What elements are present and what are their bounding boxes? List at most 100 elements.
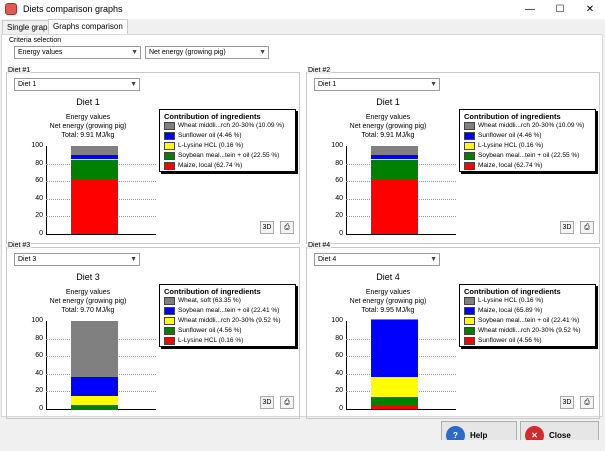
stack-segment <box>371 178 418 234</box>
legend-label: Soybean meal...tein + oil (22.41 %) <box>478 317 580 324</box>
three-d-button[interactable]: 3D <box>260 396 274 409</box>
y-tick-label: 40 <box>335 369 343 377</box>
chevron-down-icon: ▼ <box>130 256 137 263</box>
legend-title: Contribution of ingredients <box>164 112 261 121</box>
legend-item: Maize, local (65.89 %) <box>460 306 595 316</box>
y-tick-label: 100 <box>331 142 343 149</box>
y-tick-label: 80 <box>335 159 343 167</box>
y-tick-label: 40 <box>335 194 343 202</box>
chart-title: Diet 1 <box>376 97 400 107</box>
legend-label: Maize, local (65.89 %) <box>478 307 543 314</box>
tab-graphs-comparison[interactable]: Graphs comparison <box>48 19 128 36</box>
close-window-button[interactable]: ✕ <box>585 4 595 15</box>
y-tick-label: 0 <box>39 405 43 412</box>
y-tick-label: 20 <box>335 387 343 395</box>
three-d-button[interactable]: 3D <box>560 396 574 409</box>
chevron-down-icon: ▼ <box>430 256 437 263</box>
legend-label: Sunflower oil (4.56 %) <box>478 337 542 344</box>
diet-select[interactable]: Diet 3 ▼ <box>14 253 140 266</box>
legend: Contribution of ingredients Wheat middli.… <box>459 109 596 172</box>
chart-subtitle-3: Total: 9.70 MJ/kg <box>61 307 115 314</box>
legend: Contribution of ingredients Wheat, soft (… <box>159 284 296 347</box>
y-axis <box>46 146 47 234</box>
print-button[interactable]: ⎙ <box>280 221 294 234</box>
three-d-button[interactable]: 3D <box>560 221 574 234</box>
chart-subtitle-3: Total: 9.91 MJ/kg <box>61 132 115 139</box>
legend-swatch <box>464 337 475 345</box>
legend-item: Soybean meal...tein + oil (22.55 %) <box>460 151 595 161</box>
legend-item: Soybean meal...tein + oil (22.41 %) <box>460 316 595 326</box>
y-tick-label: 80 <box>35 334 43 342</box>
y-tick-label: 20 <box>35 212 43 220</box>
criteria-select-1-value: Energy values <box>18 49 63 56</box>
legend-label: Maize, local (62.74 %) <box>478 162 543 169</box>
diet-panel-4 <box>306 247 600 419</box>
legend-item: Wheat middli...rch 20-30% (9.52 %) <box>460 326 595 336</box>
stack-segment <box>71 408 118 410</box>
legend-label: Wheat middli...rch 20-30% (9.52 %) <box>478 327 581 334</box>
legend-swatch <box>464 122 475 130</box>
stack-segment <box>71 146 118 155</box>
diet-select-value: Diet 1 <box>18 81 37 88</box>
y-tick-label: 0 <box>339 230 343 237</box>
print-button[interactable]: ⎙ <box>580 221 594 234</box>
criteria-select-2[interactable]: Net energy (growing pig) ▼ <box>145 46 269 59</box>
app-icon <box>5 3 17 15</box>
stack-segment <box>371 146 418 155</box>
diet-group-label: Diet #1 <box>7 67 32 74</box>
diet-group-label: Diet #3 <box>7 242 32 249</box>
criteria-select-2-value: Net energy (growing pig) <box>149 49 226 56</box>
stack-segment <box>371 404 418 409</box>
legend-item: L-Lysine HCL (0.16 %) <box>460 141 595 151</box>
diet-panel-3 <box>6 247 300 419</box>
legend-item: Soybean meal...tein + oil (22.41 %) <box>160 306 295 316</box>
window-title: Diets comparison graphs <box>23 4 123 14</box>
legend-label: L-Lysine HCL (0.16 %) <box>178 142 244 149</box>
criteria-select-1[interactable]: Energy values ▼ <box>14 46 141 59</box>
legend-swatch <box>164 122 175 130</box>
chart-subtitle-1: Energy values <box>365 114 411 121</box>
x-axis <box>346 409 456 410</box>
close-label: Close <box>549 431 571 440</box>
legend-swatch <box>164 152 175 160</box>
legend: Contribution of ingredients Wheat middli.… <box>159 109 296 172</box>
printer-icon: ⎙ <box>584 224 590 231</box>
legend-swatch <box>464 307 475 315</box>
print-button[interactable]: ⎙ <box>280 396 294 409</box>
legend-item: Wheat middli...rch 20-30% (10.09 %) <box>160 121 295 131</box>
chart-subtitle-1: Energy values <box>65 289 111 296</box>
diet-select[interactable]: Diet 1 ▼ <box>314 78 440 91</box>
maximize-button[interactable]: ☐ <box>555 4 565 15</box>
chart-subtitle-2: Net energy (growing pig) <box>349 298 427 305</box>
stack-segment <box>71 158 118 179</box>
y-tick-label: 20 <box>35 387 43 395</box>
legend-label: Sunflower oil (4.56 %) <box>178 327 242 334</box>
y-tick-label: 60 <box>335 177 343 185</box>
y-tick-label: 20 <box>335 212 343 220</box>
y-tick-label: 100 <box>31 317 43 324</box>
help-label: Help <box>470 431 488 440</box>
legend-swatch <box>164 307 175 315</box>
legend-swatch <box>164 142 175 150</box>
chevron-down-icon: ▼ <box>131 49 138 56</box>
diet-select-value: Diet 4 <box>318 256 337 263</box>
legend-label: L-Lysine HCL (0.16 %) <box>178 337 244 344</box>
y-axis <box>346 321 347 409</box>
chevron-down-icon: ▼ <box>430 81 437 88</box>
legend-swatch <box>464 142 475 150</box>
y-tick-label: 80 <box>35 159 43 167</box>
chart-title: Diet 3 <box>76 272 100 282</box>
chart-title: Diet 4 <box>376 272 400 282</box>
stack-segment <box>71 396 118 405</box>
diet-select[interactable]: Diet 4 ▼ <box>314 253 440 266</box>
printer-icon: ⎙ <box>584 399 590 406</box>
status-bar <box>0 440 605 451</box>
chart-subtitle-2: Net energy (growing pig) <box>349 123 427 130</box>
legend-swatch <box>164 327 175 335</box>
print-button[interactable]: ⎙ <box>580 396 594 409</box>
diet-select[interactable]: Diet 1 ▼ <box>14 78 140 91</box>
minimize-button[interactable]: — <box>525 4 535 15</box>
stack-segment <box>371 158 418 160</box>
three-d-button[interactable]: 3D <box>260 221 274 234</box>
legend-title: Contribution of ingredients <box>164 287 261 296</box>
